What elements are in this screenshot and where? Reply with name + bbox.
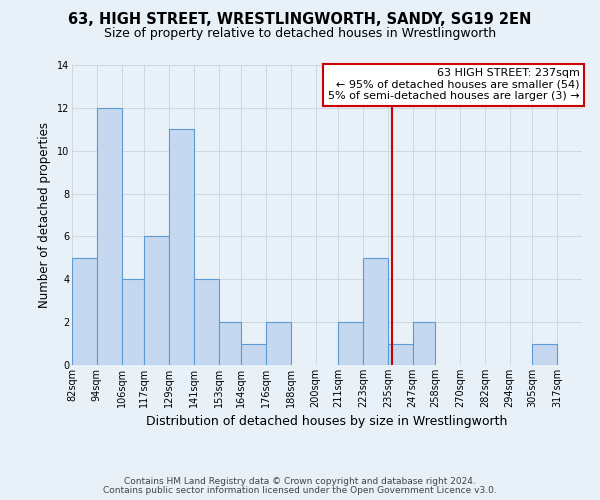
Text: 63 HIGH STREET: 237sqm
← 95% of detached houses are smaller (54)
5% of semi-deta: 63 HIGH STREET: 237sqm ← 95% of detached… bbox=[328, 68, 580, 101]
Text: Contains HM Land Registry data © Crown copyright and database right 2024.: Contains HM Land Registry data © Crown c… bbox=[124, 477, 476, 486]
X-axis label: Distribution of detached houses by size in Wrestlingworth: Distribution of detached houses by size … bbox=[146, 416, 508, 428]
Text: Contains public sector information licensed under the Open Government Licence v3: Contains public sector information licen… bbox=[103, 486, 497, 495]
Bar bbox=[532, 344, 557, 365]
Y-axis label: Number of detached properties: Number of detached properties bbox=[38, 122, 51, 308]
Bar bbox=[218, 322, 241, 365]
Bar bbox=[266, 322, 291, 365]
Bar bbox=[194, 280, 218, 365]
Bar bbox=[97, 108, 122, 365]
Bar bbox=[363, 258, 388, 365]
Bar bbox=[72, 258, 97, 365]
Bar bbox=[338, 322, 363, 365]
Text: Size of property relative to detached houses in Wrestlingworth: Size of property relative to detached ho… bbox=[104, 28, 496, 40]
Bar bbox=[241, 344, 266, 365]
Bar bbox=[388, 344, 413, 365]
Bar bbox=[169, 130, 194, 365]
Bar bbox=[122, 280, 144, 365]
Text: 63, HIGH STREET, WRESTLINGWORTH, SANDY, SG19 2EN: 63, HIGH STREET, WRESTLINGWORTH, SANDY, … bbox=[68, 12, 532, 28]
Bar bbox=[144, 236, 169, 365]
Bar bbox=[413, 322, 436, 365]
